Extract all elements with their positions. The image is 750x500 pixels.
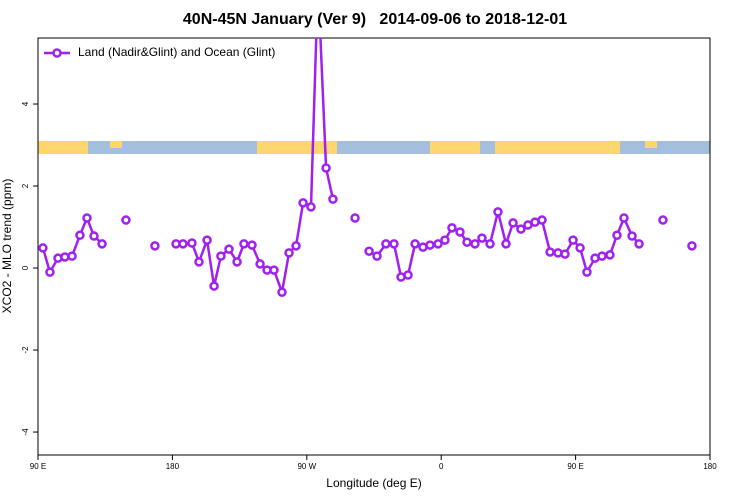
data-point (187, 238, 197, 248)
data-point (410, 239, 420, 249)
data-point (634, 239, 644, 249)
x-tick-label: 90 W (297, 462, 316, 471)
data-point (291, 241, 301, 251)
data-point (582, 267, 592, 277)
data-point (687, 241, 697, 251)
data-point (568, 235, 578, 245)
y-axis-label: XCO2 - MLO trend (ppm) (0, 179, 14, 314)
data-point (470, 239, 480, 249)
data-point (269, 265, 279, 275)
data-point (433, 239, 443, 249)
data-point (45, 267, 55, 277)
data-point (247, 240, 257, 250)
data-point (455, 227, 465, 237)
data-point (516, 224, 526, 234)
data-point (477, 233, 487, 243)
y-tick-label: -2 (21, 346, 30, 354)
x-tick-label: 0 (439, 462, 444, 471)
data-point (194, 257, 204, 267)
data-point (306, 202, 316, 212)
data-point (255, 259, 265, 269)
data-point (75, 230, 85, 240)
y-tick-label: 4 (21, 101, 30, 106)
data-point (277, 287, 287, 297)
x-tick-label: 90 E (30, 462, 46, 471)
data-point (619, 213, 629, 223)
data-point (508, 218, 518, 228)
data-point (121, 215, 131, 225)
plot-frame (37, 37, 711, 456)
data-point (364, 246, 374, 256)
plot-area (39, 0, 695, 296)
data-point (403, 270, 413, 280)
data-point (150, 241, 160, 251)
data-point (321, 163, 331, 173)
data-point (298, 198, 308, 208)
legend-label: Land (Nadir&Glint) and Ocean (Glint) (78, 45, 275, 59)
legend-marker (52, 48, 62, 58)
data-point (485, 239, 495, 249)
x-tick-label: 90 E (567, 462, 583, 471)
data-point (60, 252, 70, 262)
data-point (537, 215, 547, 225)
chart-title: 40N-45N January (Ver 9) 2014-09-06 to 20… (183, 11, 567, 28)
data-point (82, 213, 92, 223)
data-point (462, 237, 472, 247)
data-point (178, 239, 188, 249)
data-point (239, 239, 249, 249)
data-point (627, 231, 637, 241)
data-point (284, 248, 294, 258)
data-point (612, 230, 622, 240)
data-point (597, 251, 607, 261)
data-point (38, 243, 48, 253)
data-point (425, 240, 435, 250)
data-point (501, 239, 511, 249)
data-point (350, 213, 360, 223)
data-point (209, 281, 219, 291)
data-point (447, 223, 457, 233)
data-point (202, 235, 212, 245)
data-point (328, 194, 338, 204)
data-point (97, 239, 107, 249)
data-point (381, 239, 391, 249)
y-tick-label: -4 (21, 428, 30, 436)
data-point (89, 231, 99, 241)
data-point (67, 251, 77, 261)
data-point (605, 250, 615, 260)
data-point (545, 247, 555, 257)
x-tick-label: 180 (703, 462, 717, 471)
x-axis-label: Longitude (deg E) (326, 476, 421, 490)
data-point (389, 239, 399, 249)
data-point (575, 243, 585, 253)
data-point (440, 235, 450, 245)
data-point (493, 207, 503, 217)
x-tick-label: 180 (166, 462, 180, 471)
data-point (216, 251, 226, 261)
y-tick-label: 0 (21, 265, 30, 270)
data-point (372, 251, 382, 261)
surface-strip (38, 141, 710, 154)
data-point (560, 249, 570, 259)
data-point (658, 215, 668, 225)
data-point (232, 257, 242, 267)
y-tick-label: 2 (21, 183, 30, 188)
data-point (224, 244, 234, 254)
